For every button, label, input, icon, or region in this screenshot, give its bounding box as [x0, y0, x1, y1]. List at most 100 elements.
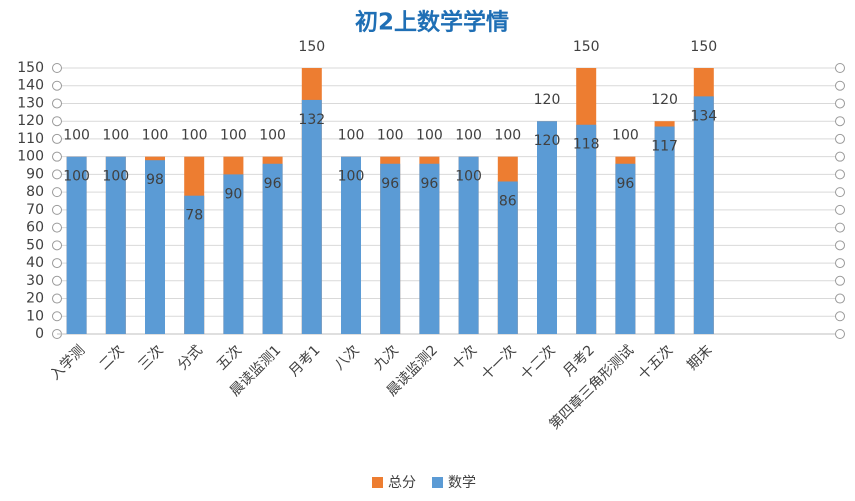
- total-label: 150: [690, 39, 717, 55]
- grid-handle: [835, 133, 845, 144]
- grid-handle: [835, 116, 845, 127]
- grid-handle: [52, 63, 62, 73]
- y-tick-label: 140: [17, 78, 44, 94]
- grid-handle: [835, 80, 845, 91]
- y-tick-label: 60: [26, 220, 44, 236]
- score-label: 96: [381, 176, 399, 192]
- y-tick-label: 150: [17, 60, 44, 76]
- score-label: 100: [102, 169, 129, 185]
- total-label: 100: [220, 128, 247, 144]
- total-label: 100: [142, 128, 169, 144]
- y-tick-label: 10: [26, 308, 44, 324]
- bar: [380, 163, 401, 334]
- grid-handle: [835, 240, 845, 251]
- legend-label: 总分: [388, 475, 416, 491]
- score-label: 100: [455, 169, 482, 185]
- total-label: 100: [494, 128, 521, 144]
- bar: [341, 156, 361, 334]
- y-tick-label: 130: [17, 95, 44, 111]
- total-label: 100: [377, 128, 404, 144]
- score-label: 117: [651, 139, 678, 155]
- grid-handle: [835, 63, 845, 73]
- y-tick-label: 120: [17, 113, 44, 129]
- score-label: 100: [63, 169, 90, 185]
- total-label: 100: [416, 128, 443, 144]
- y-tick-label: 20: [26, 291, 44, 307]
- grid-handle: [835, 151, 845, 162]
- grid-handle: [52, 116, 62, 127]
- total-label: 120: [651, 92, 678, 108]
- y-tick-label: 110: [17, 131, 44, 147]
- grid-handle: [835, 329, 845, 339]
- total-label: 120: [534, 92, 561, 108]
- bar: [419, 163, 440, 334]
- score-label: 120: [534, 133, 561, 149]
- grid-handle: [835, 275, 845, 286]
- grid-handle: [52, 80, 62, 91]
- bar: [576, 124, 597, 334]
- score-label: 98: [146, 172, 164, 188]
- score-label: 134: [690, 108, 717, 124]
- bar: [145, 160, 165, 334]
- score-label: 132: [298, 112, 325, 128]
- grid-handle: [835, 258, 845, 269]
- grid-handle: [52, 293, 62, 304]
- bar: [693, 96, 714, 334]
- grid-handle: [52, 240, 62, 251]
- grid-handle: [835, 311, 845, 322]
- total-label: 100: [455, 128, 482, 144]
- grid-handle: [52, 133, 62, 144]
- score-label: 86: [499, 193, 517, 209]
- bar: [105, 156, 126, 334]
- y-tick-label: 0: [35, 326, 44, 342]
- score-label: 100: [338, 169, 365, 185]
- y-tick-label: 50: [26, 237, 44, 253]
- grid-handle: [52, 98, 62, 109]
- score-label: 90: [224, 186, 242, 202]
- total-label: 100: [181, 128, 208, 144]
- bar: [184, 195, 205, 334]
- bar: [537, 121, 557, 334]
- y-tick-label: 70: [26, 202, 44, 218]
- grid-handle: [52, 151, 62, 162]
- score-label: 78: [185, 208, 203, 224]
- total-label: 150: [573, 39, 600, 55]
- total-label: 100: [63, 128, 90, 144]
- legend-swatch: [372, 477, 383, 488]
- grid-handle: [835, 98, 845, 109]
- grid-handle: [52, 222, 62, 233]
- grid-handle: [52, 169, 62, 180]
- score-label: 118: [573, 137, 600, 153]
- y-tick-label: 100: [17, 149, 44, 165]
- score-label: 96: [264, 176, 282, 192]
- grid-handle: [835, 222, 845, 233]
- grid-handle: [835, 293, 845, 304]
- grid-handle: [52, 258, 62, 269]
- grid-handle: [52, 187, 62, 198]
- grid-handle: [835, 169, 845, 180]
- bar: [262, 163, 283, 334]
- y-tick-label: 90: [26, 166, 44, 182]
- bar: [615, 163, 636, 334]
- bar: [223, 174, 244, 334]
- score-label: 96: [420, 176, 438, 192]
- chart-title: 初2上数学学情: [355, 9, 509, 36]
- y-tick-label: 80: [26, 184, 44, 200]
- grid-handle: [52, 311, 62, 322]
- y-tick-label: 30: [26, 273, 44, 289]
- legend-swatch: [432, 477, 443, 488]
- total-label: 100: [102, 128, 129, 144]
- score-label: 96: [616, 176, 634, 192]
- grid-handle: [52, 275, 62, 286]
- total-label: 100: [612, 128, 639, 144]
- total-label: 150: [298, 39, 325, 55]
- grid-handle: [835, 204, 845, 215]
- total-label: 100: [338, 128, 365, 144]
- total-label: 100: [259, 128, 286, 144]
- legend-label: 数学: [448, 475, 476, 491]
- grid-handle: [52, 204, 62, 215]
- bar: [66, 156, 87, 334]
- y-tick-label: 40: [26, 255, 44, 271]
